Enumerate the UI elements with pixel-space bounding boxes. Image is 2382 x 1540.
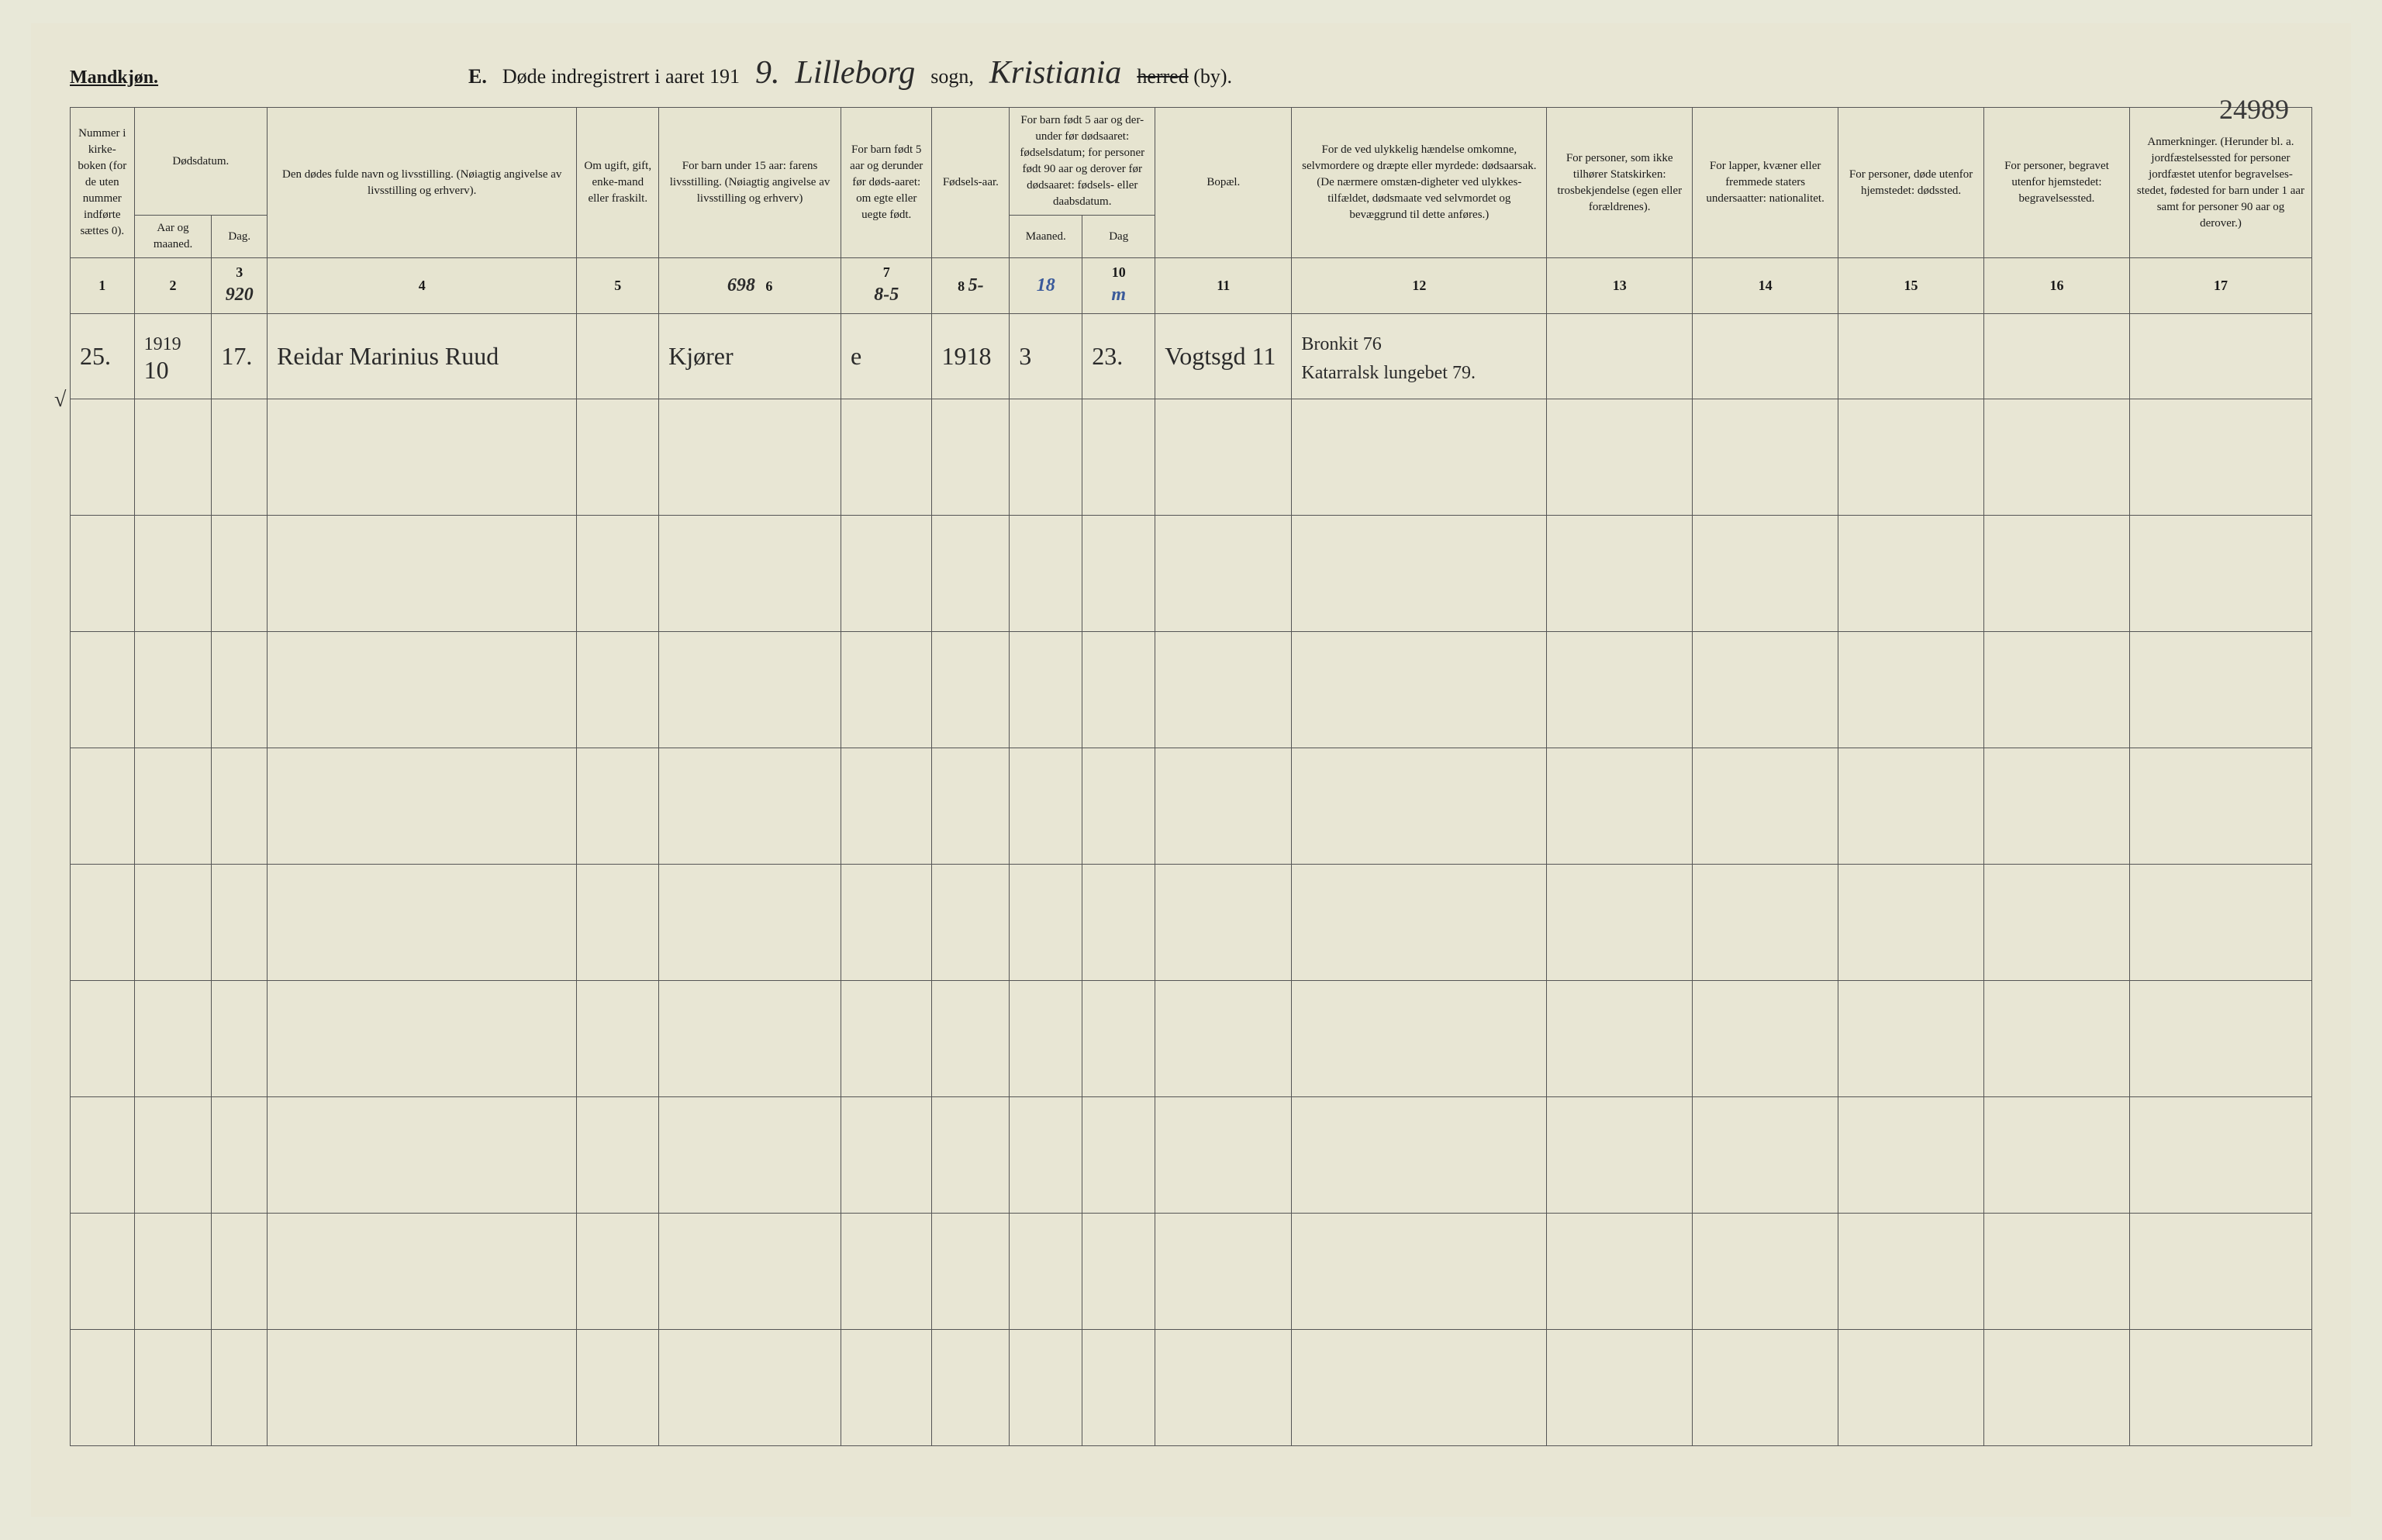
colnum-6: 698 6 [659, 258, 841, 314]
col-header-12: For de ved ulykkelig hændelse omkomne, s… [1292, 108, 1547, 258]
col-header-17: Anmerkninger. (Herunder bl. a. jordfæste… [2129, 108, 2311, 258]
col-header-8: Fødsels-aar. [932, 108, 1010, 258]
row1-c5 [577, 313, 659, 399]
by-plain: (by). [1193, 65, 1232, 88]
row1-c9: 3 [1010, 313, 1082, 399]
header: Mandkjøn. E. Døde indregistrert i aaret … [70, 54, 2312, 92]
colnum-12: 12 [1292, 258, 1547, 314]
col7-annotation: 8-5 [874, 285, 899, 305]
colnum-14: 14 [1693, 258, 1838, 314]
row1-c8: 1918 [932, 313, 1010, 399]
colnum-7: 7 8-5 [841, 258, 932, 314]
ledger-page: Mandkjøn. E. Døde indregistrert i aaret … [31, 23, 2351, 1517]
col-header-14: For lapper, kvæner eller fremmede stater… [1693, 108, 1838, 258]
row1-c7: e [841, 313, 932, 399]
year-suffix: 9. [755, 54, 780, 92]
empty-row [71, 748, 2312, 864]
col-header-2: Aar og maaned. [134, 216, 212, 258]
col9-annotation: 18 [1037, 275, 1055, 295]
colnum-13: 13 [1547, 258, 1693, 314]
row1-c12: Bronkit 76 Katarralsk lungebet 79. [1292, 313, 1547, 399]
colnum-11: 11 [1155, 258, 1292, 314]
colnum-5: 5 [577, 258, 659, 314]
col-header-7: For barn født 5 aar og derunder før døds… [841, 108, 932, 258]
title-line: E. Døde indregistrert i aaret 191 9. Lil… [468, 54, 2312, 92]
colnum-1: 1 [71, 258, 135, 314]
row1-c2: 1919 10 [134, 313, 212, 399]
parish-handwritten: Lilleborg [796, 54, 916, 92]
col8-annotation: 5- [968, 275, 984, 295]
empty-row [71, 399, 2312, 515]
col-header-3: Dag. [212, 216, 268, 258]
col-header-10: Dag [1082, 216, 1155, 258]
empty-row [71, 1329, 2312, 1445]
empty-row [71, 1213, 2312, 1329]
row1-c4: Reidar Marinius Ruud [268, 313, 577, 399]
colnum-16: 16 [1984, 258, 2130, 314]
empty-row [71, 864, 2312, 980]
row1-c6: Kjører [659, 313, 841, 399]
colnum-15: 15 [1838, 258, 1984, 314]
header-row-1: Nummer i kirke-boken (for de uten nummer… [71, 108, 2312, 216]
row1-c1: 25. [71, 313, 135, 399]
herred-strike: herred [1137, 65, 1188, 88]
title-prefix: E. [468, 65, 487, 88]
col-header-5: Om ugift, gift, enke-mand eller fraskilt… [577, 108, 659, 258]
empty-row [71, 1096, 2312, 1213]
col10-annotation: m [1111, 285, 1126, 305]
col-header-date-group: Dødsdatum. [134, 108, 267, 216]
title-main: Døde indregistrert i aaret 191 [502, 65, 740, 88]
district-label: herred (by). [1137, 65, 1232, 88]
page-number: 24989 [2219, 93, 2289, 126]
col-header-6: For barn under 15 aar: farens livsstilli… [659, 108, 841, 258]
col3-annotation: 920 [226, 285, 254, 305]
row1-c3: 17. [212, 313, 268, 399]
empty-row [71, 980, 2312, 1096]
row1-c16 [1984, 313, 2130, 399]
row1-c14 [1693, 313, 1838, 399]
col-header-15: For personer, døde utenfor hjemstedet: d… [1838, 108, 1984, 258]
row1-c11: Vogtsgd 11 [1155, 313, 1292, 399]
colnum-17: 17 [2129, 258, 2311, 314]
col-header-11: Bopæl. [1155, 108, 1292, 258]
col-header-16: For personer, begravet utenfor hjemstede… [1984, 108, 2130, 258]
margin-checkmark: √ [54, 388, 66, 413]
col-header-4: Den dødes fulde navn og livsstilling. (N… [268, 108, 577, 258]
row1-c10: 23. [1082, 313, 1155, 399]
district-handwritten: Kristiania [989, 54, 1121, 92]
colnum-9: 18 [1010, 258, 1082, 314]
gender-label: Mandkjøn. [70, 67, 158, 88]
empty-row [71, 631, 2312, 748]
column-number-row: 1 2 3 920 4 5 698 6 7 8-5 8 5- [71, 258, 2312, 314]
col-header-13: For personer, som ikke tilhører Statskir… [1547, 108, 1693, 258]
colnum-10: 10 m [1082, 258, 1155, 314]
colnum-8: 8 5- [932, 258, 1010, 314]
ledger-table: Nummer i kirke-boken (for de uten nummer… [70, 107, 2312, 1446]
data-row-1: 25. 1919 10 17. Reidar Marinius Ruud Kjø… [71, 313, 2312, 399]
colnum-2: 2 [134, 258, 212, 314]
col-header-birth-group: For barn født 5 aar og der-under før død… [1010, 108, 1155, 216]
row1-c17 [2129, 313, 2311, 399]
row1-c13 [1547, 313, 1693, 399]
col6-annotation: 698 [727, 275, 755, 295]
parish-label: sogn, [930, 65, 974, 88]
row1-c15 [1838, 313, 1984, 399]
colnum-3: 3 920 [212, 258, 268, 314]
empty-row [71, 515, 2312, 631]
col-header-9: Maaned. [1010, 216, 1082, 258]
colnum-4: 4 [268, 258, 577, 314]
col-header-1: Nummer i kirke-boken (for de uten nummer… [71, 108, 135, 258]
